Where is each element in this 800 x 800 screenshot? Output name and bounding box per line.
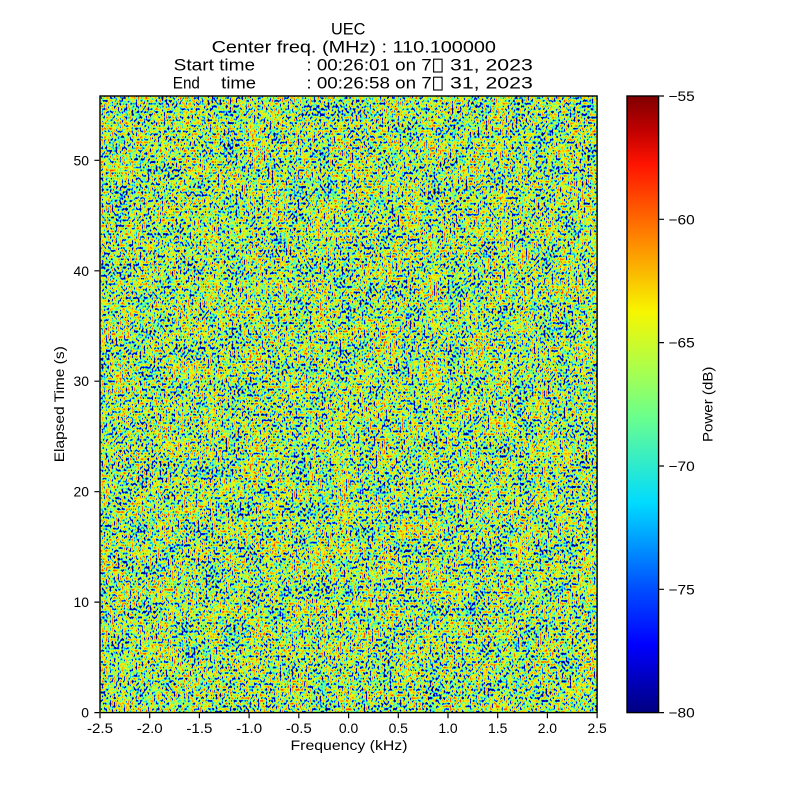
svg-text:Elapsed Time (s): Elapsed Time (s) [51, 346, 67, 462]
svg-text:-0.5: -0.5 [286, 720, 312, 736]
svg-text:31, 2023: 31, 2023 [450, 57, 533, 75]
svg-text:-2.5: -2.5 [87, 720, 113, 736]
svg-text:: 00:26:01 on 7: : 00:26:01 on 7 [306, 57, 431, 75]
svg-text:0: 0 [81, 705, 89, 721]
svg-text:30: 30 [74, 373, 90, 389]
svg-text:2.5: 2.5 [587, 720, 607, 736]
svg-text:-2.0: -2.0 [137, 720, 163, 736]
svg-text:2.0: 2.0 [538, 720, 558, 736]
svg-text:−70: −70 [669, 458, 695, 474]
svg-text:: 00:26:58 on 7: : 00:26:58 on 7 [306, 75, 431, 93]
svg-text:1.0: 1.0 [438, 720, 458, 736]
svg-text:UEC: UEC [331, 21, 366, 39]
svg-text:−65: −65 [669, 335, 695, 351]
svg-text:0.0: 0.0 [339, 720, 359, 736]
svg-text:0.5: 0.5 [389, 720, 409, 736]
svg-text:40: 40 [74, 263, 90, 279]
svg-text:10: 10 [74, 594, 90, 610]
svg-text:1.5: 1.5 [488, 720, 508, 736]
svg-text:−55: −55 [669, 88, 695, 104]
svg-text:31, 2023: 31, 2023 [450, 75, 533, 93]
svg-text:−80: −80 [669, 705, 695, 721]
svg-text:Power (dB): Power (dB) [700, 367, 716, 443]
svg-text:End: End [173, 75, 200, 93]
svg-text:Frequency (kHz): Frequency (kHz) [291, 737, 408, 753]
svg-text:50: 50 [74, 152, 90, 168]
svg-text:Start time: Start time [174, 57, 255, 75]
svg-text:time: time [221, 75, 256, 93]
svg-text:20: 20 [74, 484, 90, 500]
svg-text:−60: −60 [669, 211, 695, 227]
svg-text:Center freq. (MHz) : 110.10000: Center freq. (MHz) : 110.100000 [212, 39, 496, 57]
svg-text:-1.5: -1.5 [186, 720, 212, 736]
svg-text:−75: −75 [669, 581, 695, 597]
svg-text:-1.0: -1.0 [236, 720, 262, 736]
